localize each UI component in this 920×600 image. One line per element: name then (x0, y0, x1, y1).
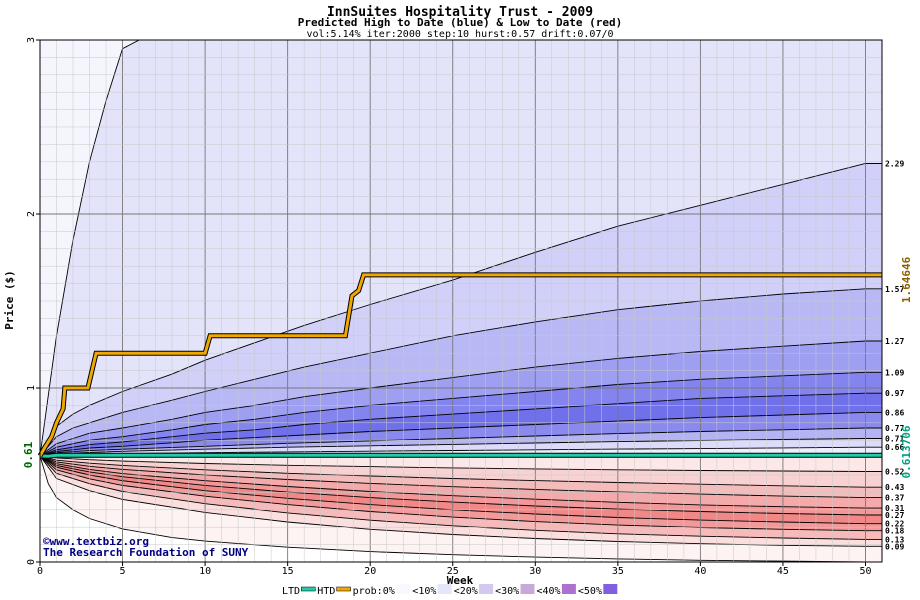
lower-band (40, 455, 882, 547)
legend-prob-range-label: <50% (578, 586, 602, 597)
percentile-curve (39, 455, 882, 540)
x-tick-label: 35 (612, 566, 624, 577)
upper-band (40, 393, 882, 456)
percentile-curve (39, 455, 882, 488)
ltd-line (39, 453, 882, 458)
percentile-label: 0.86 (885, 408, 904, 417)
x-axis-label: Week (447, 574, 474, 587)
upper-band (40, 372, 882, 456)
percentile-curve (39, 455, 882, 525)
upper-band (40, 428, 882, 456)
watermark-org: The Research Foundation of SUNY (43, 546, 249, 559)
percentile-curve (39, 455, 882, 472)
upper-band (40, 341, 882, 456)
legend-prob-10-swatch (437, 584, 452, 594)
percentile-label: 1.09 (885, 368, 904, 377)
percentile-label: 0.43 (885, 483, 904, 492)
legend-prob-range-label: <10% (412, 586, 436, 597)
lower-band (40, 455, 882, 562)
percentile-label: 2.29 (885, 160, 904, 169)
legend-prob-label: prob:0% (353, 586, 395, 597)
y-tick-label: 0 (26, 559, 37, 565)
htd-value-label: 1.64646 (900, 256, 913, 303)
y-tick-label: 3 (26, 37, 37, 43)
percentile-label: 0.77 (885, 424, 904, 433)
y-tick-label: 1 (26, 385, 37, 391)
legend-prob-0-swatch (396, 584, 411, 594)
y-axis-ticks: 0 1 2 3 (26, 37, 40, 565)
legend-prob-30-swatch (520, 584, 535, 594)
x-tick-label: 10 (199, 566, 211, 577)
ltd-value-label: 0.613706 (900, 425, 913, 478)
percentile-curve (39, 455, 882, 509)
x-axis-ticks: 0 5 10 15 20 25 30 35 40 45 50 (37, 562, 872, 577)
upper-band (40, 438, 882, 456)
percentile-curve (39, 455, 882, 532)
lower-band (40, 455, 882, 472)
legend-prob-40-swatch (561, 584, 576, 594)
percentile-label: 0.52 (885, 468, 904, 477)
percentile-label: 0.66 (885, 443, 904, 452)
percentile-curve (39, 427, 882, 457)
plot-frame (39, 39, 883, 563)
lower-band (40, 455, 882, 540)
x-tick-label: 15 (282, 566, 294, 577)
legend-prob-20-swatch (479, 584, 494, 594)
percentile-labels: 2.29 1.57 1.27 1.09 0.97 0.86 0.770.710.66 0.52… (885, 160, 904, 552)
x-tick-label: 50 (859, 566, 871, 577)
grid (40, 40, 883, 562)
percentile-label: 0.09 (885, 542, 904, 551)
percentile-curve (39, 455, 882, 516)
x-tick-label: 30 (529, 566, 541, 577)
upper-band (40, 163, 882, 456)
x-tick-label: 25 (447, 566, 459, 577)
upper-band (40, 288, 882, 456)
percentile-label: 0.71 (885, 434, 904, 443)
percentile-label: 1.27 (885, 337, 904, 346)
percentile-curve (39, 438, 882, 457)
htd-line (38, 273, 882, 457)
percentile-label: 0.18 (885, 527, 904, 536)
percentile-label: 1.57 (885, 285, 904, 294)
upper-band (40, 412, 882, 456)
percentile-label: 0.22 (885, 520, 904, 529)
y-axis-label: Price ($) (3, 270, 16, 330)
start-price-label: 0.61 (22, 441, 35, 468)
chart-title: InnSuites Hospitality Trust - 2009 (327, 5, 593, 20)
percentile-label: 0.31 (885, 504, 904, 513)
upper-band (40, 40, 882, 456)
price-paths (37, 272, 882, 459)
lower-band (40, 455, 882, 498)
legend-prob-range-label: <20% (454, 586, 478, 597)
x-tick-label: 5 (120, 566, 126, 577)
y-tick-label: 2 (26, 211, 37, 217)
legend: LTD HTD prob:0% <10% <20% <30% <40% <50% (282, 584, 618, 597)
legend-prob-range-label: <30% (495, 586, 519, 597)
legend-htd-label: HTD (317, 586, 335, 597)
x-tick-label: 40 (694, 566, 706, 577)
lower-band (40, 455, 882, 509)
percentile-label: 0.13 (885, 535, 904, 544)
legend-ltd-swatch (301, 586, 316, 592)
x-tick-label: 20 (364, 566, 376, 577)
lower-band (40, 455, 882, 488)
lower-band (40, 455, 882, 531)
percentile-label: 0.97 (885, 389, 904, 398)
percentile-curve (39, 39, 156, 456)
legend-ltd-label: LTD (282, 586, 300, 597)
watermark-url: ©www.textbiz.org (43, 535, 149, 548)
legend-htd-swatch (336, 586, 351, 592)
legend-prob-50-swatch (603, 584, 618, 594)
percentile-label: 0.37 (885, 494, 904, 503)
chart-subtitle: Predicted High to Date (blue) & Low to D… (298, 16, 623, 29)
percentile-label: 0.27 (885, 511, 904, 520)
x-tick-label: 45 (777, 566, 789, 577)
percentile-curve (39, 455, 882, 499)
chart-params: vol:5.14% iter:2000 step:10 hurst:0.57 d… (306, 29, 613, 40)
x-tick-label: 0 (37, 566, 43, 577)
legend-prob-range-label: <40% (537, 586, 561, 597)
